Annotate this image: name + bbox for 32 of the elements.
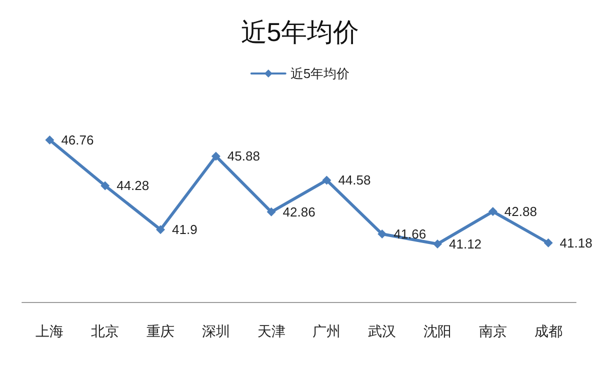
data-label: 44.28 (116, 178, 150, 194)
data-label: 41.66 (394, 226, 426, 242)
x-tick-label: 成都 (534, 323, 562, 339)
x-tick-label: 沈阳 (424, 323, 452, 339)
chart-title: 近5年均价 (240, 17, 360, 47)
point (100, 181, 110, 190)
data-label: 42.88 (504, 204, 537, 220)
data-label: 41.9 (172, 222, 198, 238)
data-label: 45.88 (227, 148, 260, 164)
point (266, 207, 276, 216)
legend-label: 近5年均价 (290, 66, 350, 81)
x-tick-label: 南京 (478, 323, 507, 339)
point (322, 176, 332, 185)
point (45, 136, 54, 144)
point (488, 207, 498, 216)
data-label: 41.18 (560, 235, 592, 250)
x-tick-label: 北京 (91, 323, 120, 339)
x-tick-label: 天津 (257, 323, 286, 339)
x-tick-label: 广州 (312, 323, 341, 339)
point (378, 230, 387, 239)
data-label: 44.58 (338, 172, 371, 188)
x-tick-label: 重庆 (146, 323, 174, 339)
point (433, 239, 442, 248)
x-tick-label: 武汉 (368, 323, 396, 339)
data-label: 42.86 (282, 204, 316, 220)
point (211, 152, 220, 161)
point (156, 225, 165, 234)
data-label: 46.76 (61, 132, 94, 148)
x-tick-label: 上海 (36, 323, 64, 339)
data-label: 41.12 (449, 236, 482, 252)
point (544, 238, 553, 248)
x-tick-label: 深圳 (202, 323, 230, 339)
